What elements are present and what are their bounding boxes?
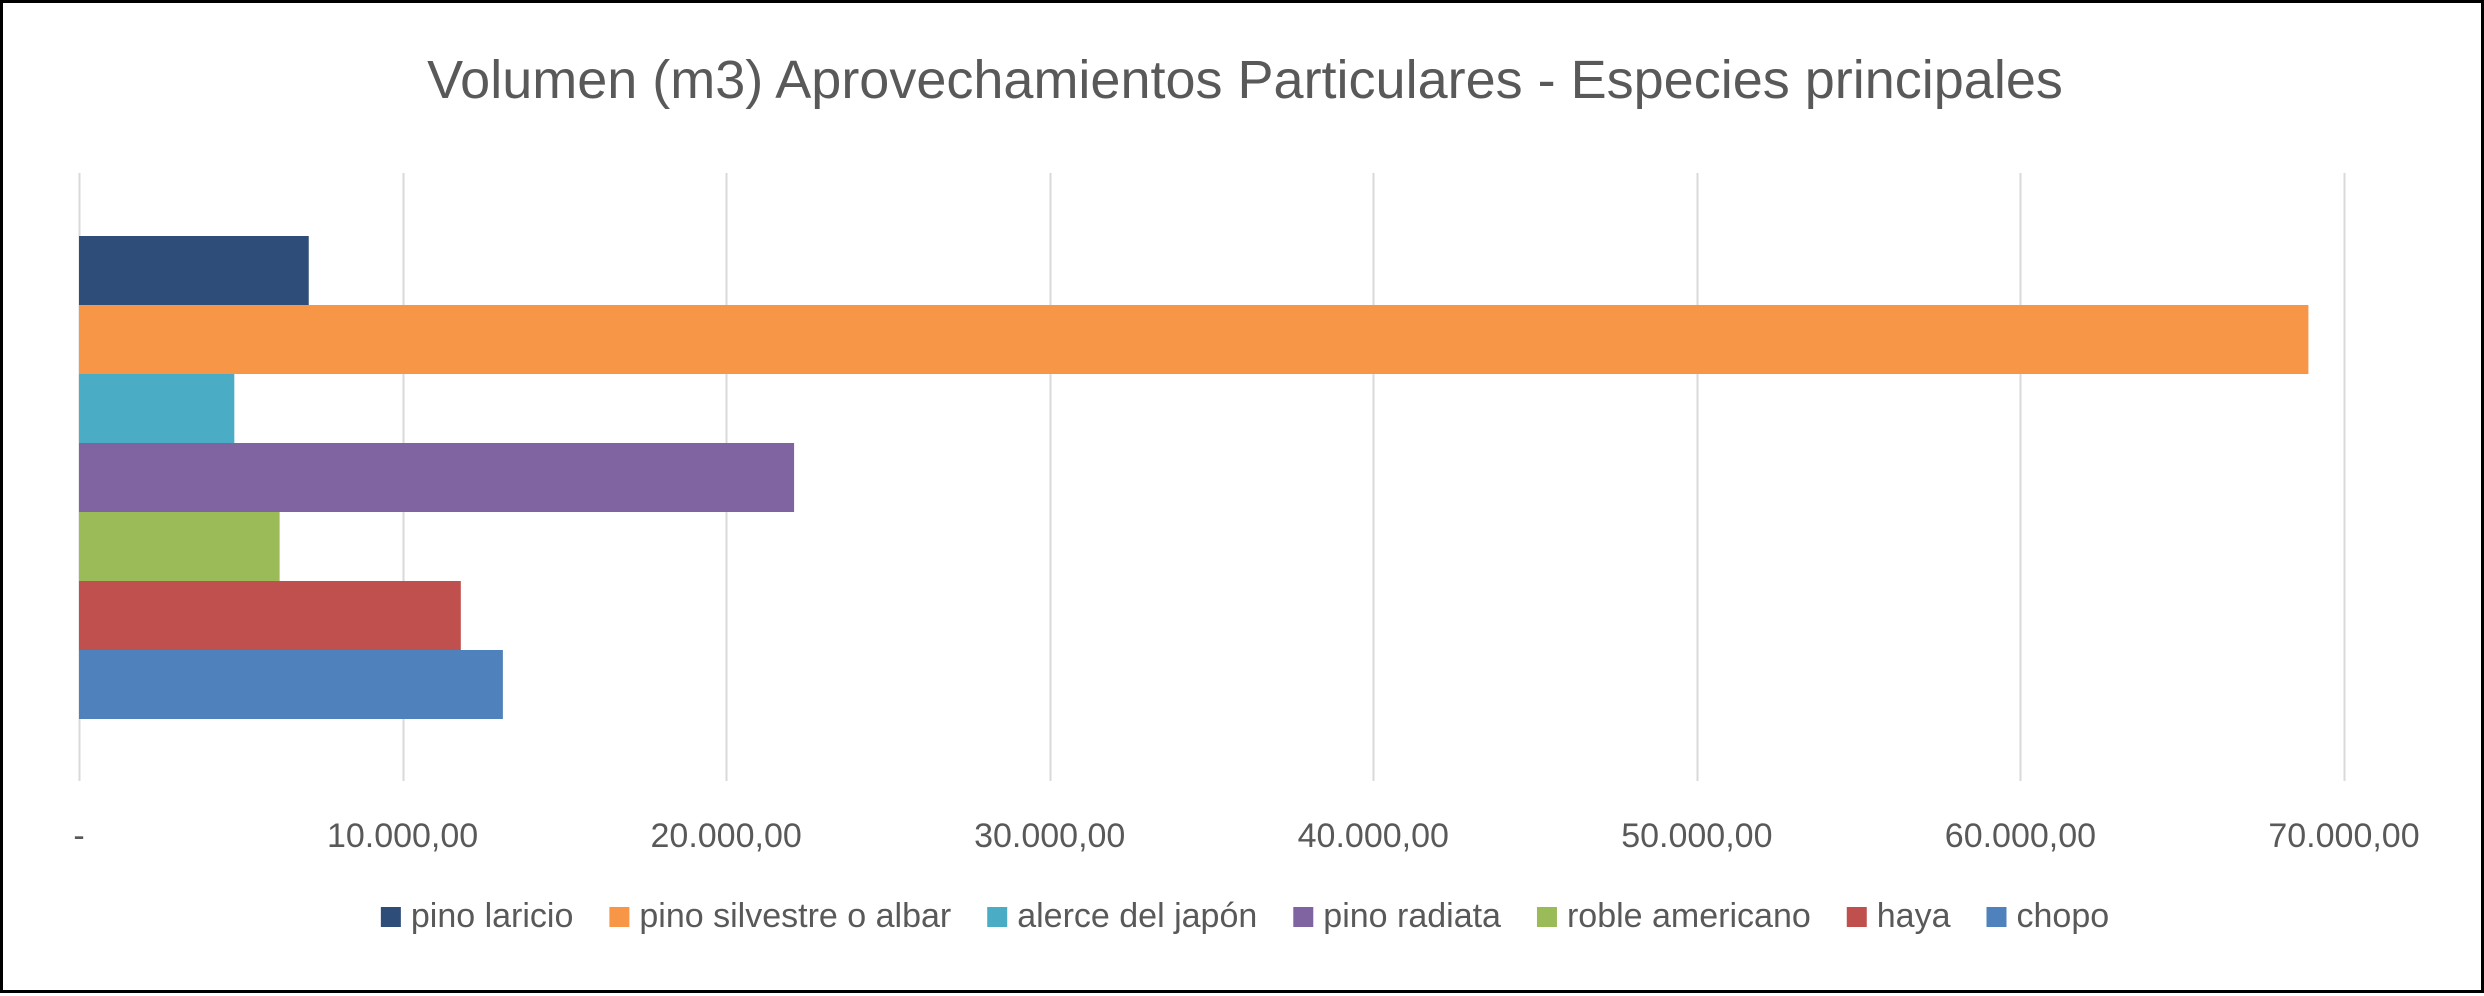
legend-item: alerce del japón [987,897,1257,935]
legend-item: haya [1846,897,1951,935]
legend-label: alerce del japón [1017,897,1257,935]
legend-label: haya [1877,897,1951,935]
legend-label: roble americano [1567,897,1811,935]
bar-chart: Volumen (m3) Aprovechamientos Particular… [73,50,2419,935]
x-tick-label: - [73,817,84,855]
x-tick-label: 60.000,00 [1945,817,2096,855]
legend-item: pino radiata [1293,897,1501,935]
x-tick-label: 10.000,00 [327,817,478,855]
legend-swatch [1536,907,1557,927]
bar-alerce-del-japón [79,374,235,443]
bar-haya [79,581,461,650]
legend-item: pino laricio [380,897,574,935]
legend-swatch [1986,907,2007,927]
legend-swatch [987,907,1008,927]
legend-swatch [380,907,401,927]
bar-pino-laricio [79,236,309,305]
legend-swatch [609,907,630,927]
bars [79,236,2309,719]
x-tick-label: 20.000,00 [651,817,802,855]
chart-title: Volumen (m3) Aprovechamientos Particular… [427,50,2063,110]
legend-item: chopo [1986,897,2110,935]
bar-roble-americano [79,512,280,581]
x-tick-label: 30.000,00 [974,817,1125,855]
legend-swatch [1293,907,1314,927]
x-tick-label: 40.000,00 [1298,817,1449,855]
x-tick-label: 50.000,00 [1621,817,1772,855]
x-axis-tick-labels: - 10.000,00 20.000,00 30.000,00 40.000,00 50.… [73,817,2419,855]
legend-item: roble americano [1536,897,1811,935]
x-tick-label: 70.000,00 [2268,817,2419,855]
legend-swatch [1846,907,1867,927]
legend-label: pino radiata [1323,897,1501,935]
bar-pino-silvestre-o-albar [79,305,2309,374]
legend-label: pino silvestre o albar [639,897,951,935]
legend-label: pino laricio [411,897,574,935]
bar-pino-radiata [79,443,795,512]
legend-item: pino silvestre o albar [609,897,951,935]
bar-chopo [79,650,503,719]
legend-label: chopo [2017,897,2110,935]
legend: pino laricio pino silvestre o albar alerce… [380,897,2110,935]
